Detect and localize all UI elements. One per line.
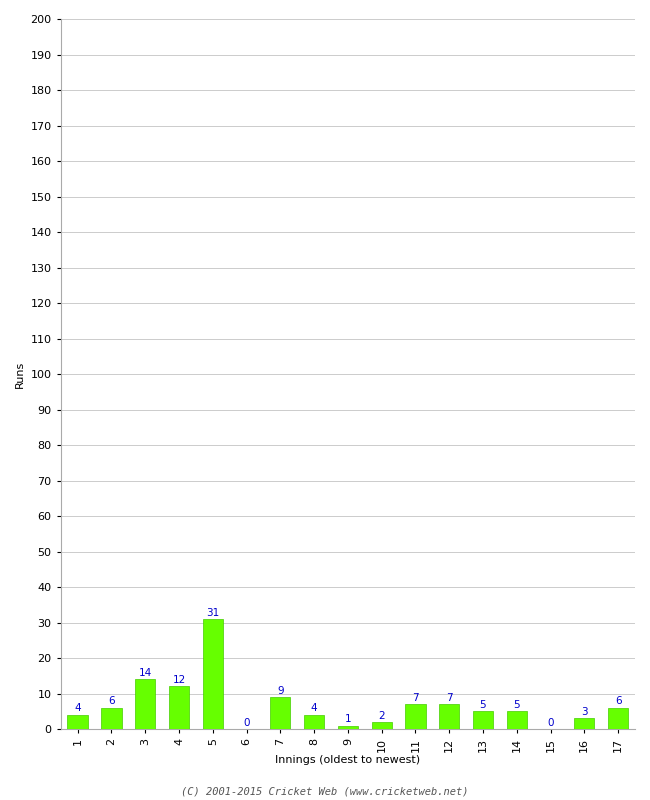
Text: 7: 7: [446, 693, 452, 702]
Bar: [68, 715, 88, 729]
Bar: [574, 718, 595, 729]
Text: 1: 1: [344, 714, 351, 724]
Text: 6: 6: [615, 696, 621, 706]
Text: (C) 2001-2015 Cricket Web (www.cricketweb.net): (C) 2001-2015 Cricket Web (www.cricketwe…: [181, 786, 469, 796]
Text: 9: 9: [277, 686, 283, 696]
Text: 2: 2: [378, 710, 385, 721]
Text: 4: 4: [311, 703, 317, 714]
Text: 7: 7: [412, 693, 419, 702]
Bar: [473, 711, 493, 729]
Text: 6: 6: [108, 696, 114, 706]
Text: 14: 14: [138, 668, 152, 678]
Bar: [506, 711, 527, 729]
Text: 5: 5: [514, 700, 520, 710]
Bar: [203, 619, 223, 729]
Y-axis label: Runs: Runs: [15, 361, 25, 388]
Bar: [372, 722, 392, 729]
Text: 12: 12: [172, 675, 185, 685]
X-axis label: Innings (oldest to newest): Innings (oldest to newest): [276, 755, 421, 765]
Bar: [338, 726, 358, 729]
Bar: [406, 704, 426, 729]
Text: 4: 4: [74, 703, 81, 714]
Text: 31: 31: [206, 607, 219, 618]
Bar: [101, 708, 122, 729]
Bar: [169, 686, 189, 729]
Text: 3: 3: [581, 707, 588, 717]
Text: 0: 0: [243, 718, 250, 728]
Text: 0: 0: [547, 718, 554, 728]
Bar: [608, 708, 629, 729]
Bar: [439, 704, 460, 729]
Bar: [270, 697, 291, 729]
Bar: [135, 679, 155, 729]
Text: 5: 5: [480, 700, 486, 710]
Bar: [304, 715, 324, 729]
